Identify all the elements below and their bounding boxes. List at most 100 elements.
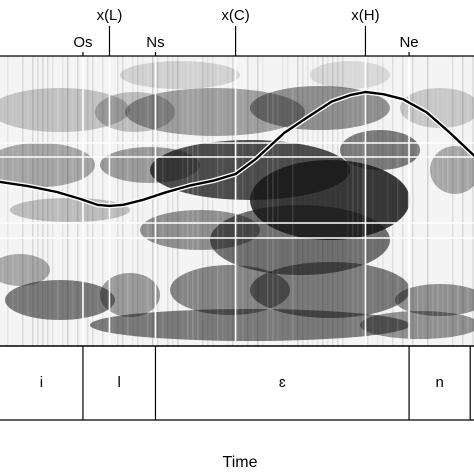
- spectrogram-striation: [192, 56, 194, 346]
- spectrogram-energy-band: [360, 311, 474, 339]
- spectrogram-striation: [222, 56, 224, 346]
- spectrogram-striation: [177, 56, 179, 346]
- spectrogram-striation: [127, 56, 129, 346]
- spectrogram-striation: [292, 56, 294, 346]
- spectrogram-striation: [112, 56, 114, 346]
- spectrogram-striation: [22, 56, 24, 346]
- spectrogram-striation: [42, 56, 44, 346]
- segment-label: l: [118, 374, 121, 391]
- spectrogram-striation: [327, 56, 329, 346]
- segment-label: ɛ: [279, 374, 286, 391]
- spectrogram-energy-band: [310, 61, 390, 89]
- spectrogram-striation: [367, 56, 369, 346]
- spectrogram-striation: [187, 56, 189, 346]
- spectrogram-striation: [212, 56, 214, 346]
- spectrogram-striation: [37, 56, 39, 346]
- spectrogram-striation: [447, 56, 449, 346]
- spectrogram-energy-band: [340, 130, 420, 170]
- spectrogram-striation: [372, 56, 374, 346]
- spectrogram-striation: [297, 56, 299, 346]
- spectrogram-striation: [402, 56, 404, 346]
- spectrogram-energy-band: [170, 265, 290, 315]
- spectrogram-striation: [302, 56, 304, 346]
- spectrogram-striation: [237, 56, 239, 346]
- spectrogram-striation: [437, 56, 439, 346]
- spectrogram-striation: [267, 56, 269, 346]
- spectrogram-energy: [0, 61, 474, 341]
- spectrogram-striation: [247, 56, 249, 346]
- horizontal-guide-lines: [0, 142, 474, 239]
- spectrogram-striation: [77, 56, 79, 346]
- spectrogram-striation: [472, 56, 474, 346]
- spectrogram-striation: [167, 56, 169, 346]
- spectrogram-striation: [277, 56, 279, 346]
- pitch-contour: [0, 89, 474, 209]
- spectrogram-energy-band: [5, 280, 115, 320]
- spectrogram-striation: [387, 56, 389, 346]
- spectrogram-striation: [407, 56, 409, 346]
- spectrogram-striation: [12, 56, 14, 346]
- spectrogram-striation: [432, 56, 434, 346]
- spectrogram-striation: [217, 56, 219, 346]
- spectrogram-striation: [442, 56, 444, 346]
- spectrogram-striation: [227, 56, 229, 346]
- spectrogram-striation: [162, 56, 164, 346]
- landmark-label: Ne: [399, 34, 418, 51]
- spectrogram-striation: [417, 56, 419, 346]
- spectrogram-striation: [352, 56, 354, 346]
- spectrogram-striation: [382, 56, 384, 346]
- spectrogram-striation: [337, 56, 339, 346]
- spectrogram-striation: [207, 56, 209, 346]
- spectrogram-striation: [392, 56, 394, 346]
- spectrogram-striation: [282, 56, 284, 346]
- spectrogram-striation: [242, 56, 244, 346]
- spectrogram-striation: [97, 56, 99, 346]
- spectrogram-striation: [377, 56, 379, 346]
- spectrogram-striation: [452, 56, 454, 346]
- spectrogram-energy-band: [0, 254, 50, 286]
- landmark-labels: x(L) Os Ns x(C) x(H) Ne: [73, 7, 419, 56]
- spectrogram-energy-band: [125, 88, 305, 136]
- spectrogram-energy-band: [0, 143, 95, 187]
- spectrogram-striation: [152, 56, 154, 346]
- segment-label: n: [435, 374, 443, 391]
- spectrogram-striation: [122, 56, 124, 346]
- spectrogram-energy-band: [400, 88, 474, 128]
- spectrogram-striation: [322, 56, 324, 346]
- spectrogram-striation: [72, 56, 74, 346]
- x-axis-label: Time: [223, 454, 258, 471]
- spectrogram-energy-band: [395, 284, 474, 316]
- spectrogram-striation: [287, 56, 289, 346]
- spectrogram-energy-band: [250, 262, 410, 318]
- spectrogram-striation: [397, 56, 399, 346]
- spectrogram-striation: [312, 56, 314, 346]
- spectrogram-striation: [272, 56, 274, 346]
- landmark-label: x(C): [221, 7, 249, 24]
- spectrogram-striation: [422, 56, 424, 346]
- spectrogram-striation: [172, 56, 174, 346]
- segment-label: i: [40, 374, 43, 391]
- spectrogram-striation: [202, 56, 204, 346]
- spectrogram-striation: [317, 56, 319, 346]
- pitch-contour-line: [0, 90, 474, 208]
- spectrogram-energy-band: [0, 88, 130, 132]
- spectrogram-striation: [157, 56, 159, 346]
- spectrogram-striation: [357, 56, 359, 346]
- spectrogram-striation: [412, 56, 414, 346]
- spectrogram-striation: [67, 56, 69, 346]
- spectrogram-striation: [47, 56, 49, 346]
- spectrogram-striation: [62, 56, 64, 346]
- spectrogram-striation: [102, 56, 104, 346]
- spectrogram-striation: [257, 56, 259, 346]
- spectrogram-panel: [0, 56, 474, 346]
- landmark-label: Ns: [146, 34, 164, 51]
- spectrogram-striation: [342, 56, 344, 346]
- landmark-label: Os: [73, 34, 92, 51]
- spectrogram-striation: [262, 56, 264, 346]
- spectrogram-striation: [27, 56, 29, 346]
- spectrogram-striation: [182, 56, 184, 346]
- spectrogram-striation: [2, 56, 4, 346]
- spectrogram-energy-band: [430, 146, 474, 194]
- spectrogram-striation: [307, 56, 309, 346]
- spectrogram-striation: [462, 56, 464, 346]
